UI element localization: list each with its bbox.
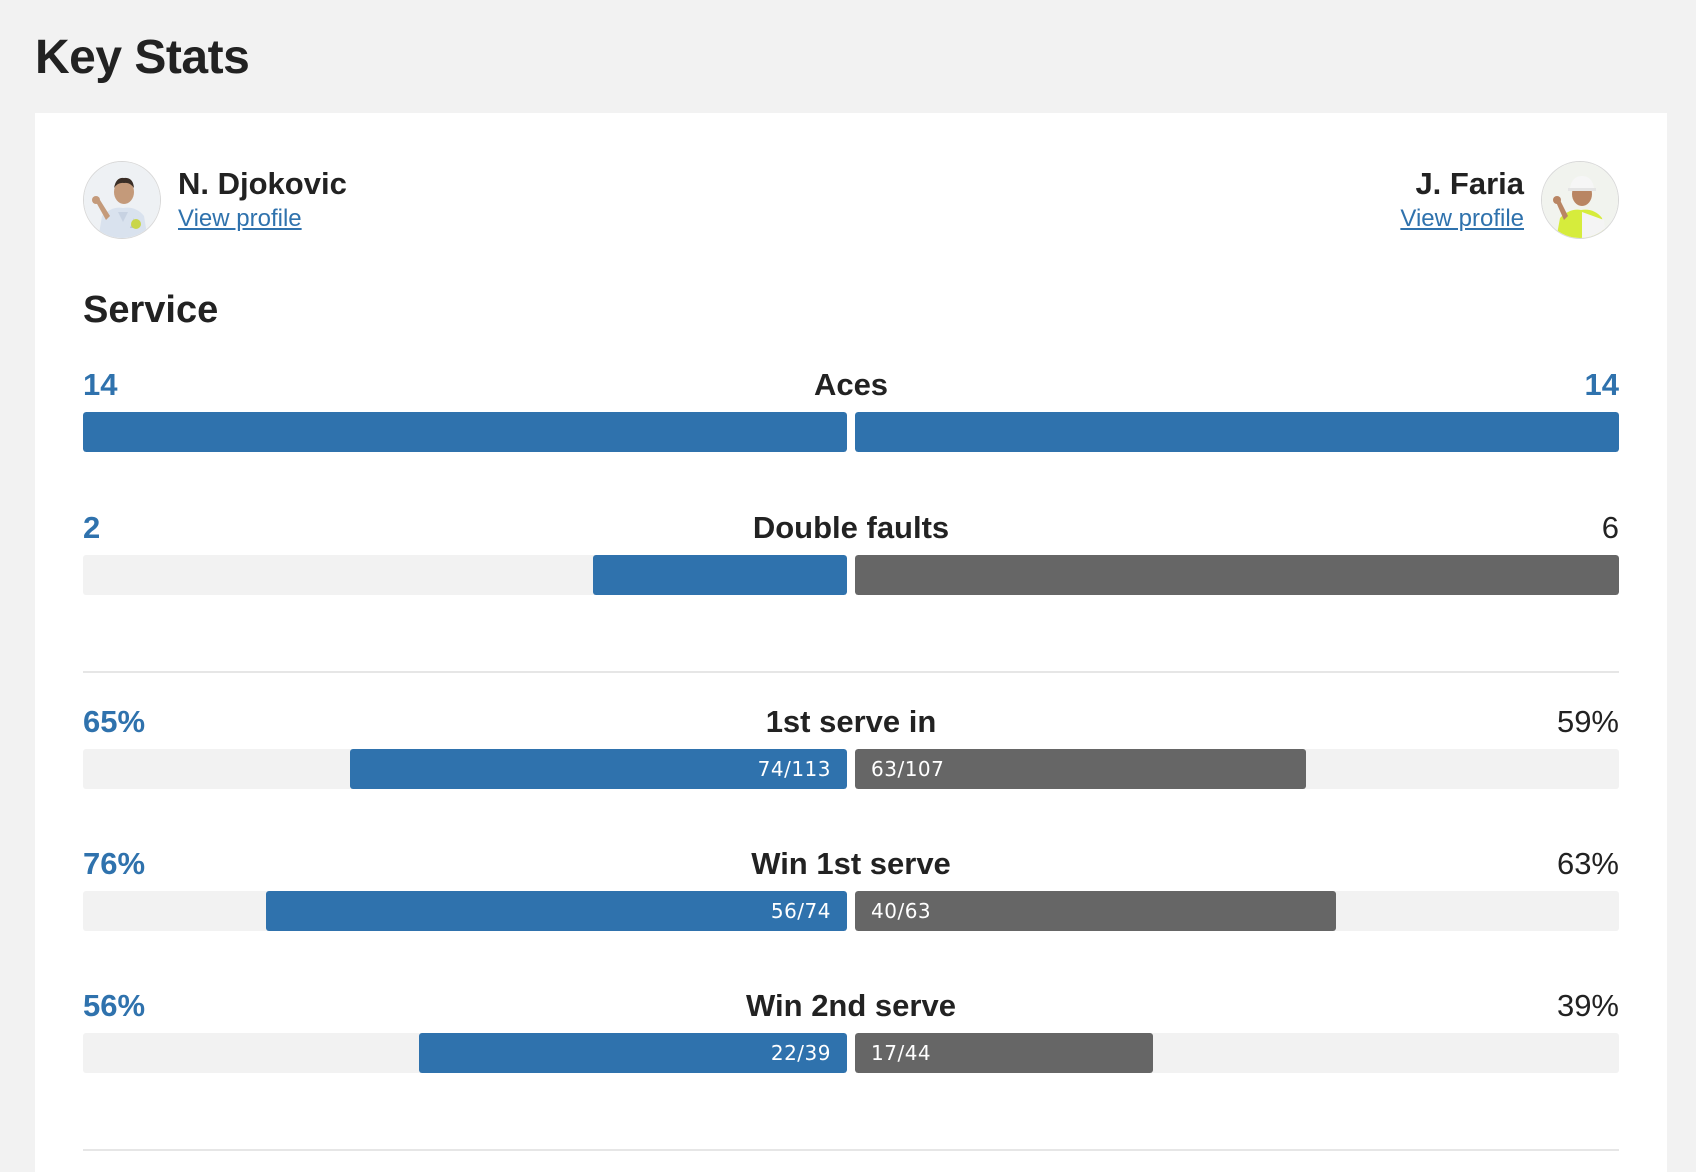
stat-left-track: 22/39 — [83, 1033, 847, 1073]
stat-right-track: 17/44 — [855, 1033, 1619, 1073]
player-left-name: N. Djokovic — [178, 166, 347, 201]
stat-left-detail: 74/113 — [757, 757, 831, 781]
stat-row-1st-serve-in: 65% 1st serve in 59% 74/113 63/107 — [83, 702, 1619, 792]
player-right: J. Faria View profile — [1400, 161, 1619, 239]
player-right-avatar[interactable] — [1541, 161, 1619, 239]
stat-row-win-1st-serve: 76% Win 1st serve 63% 56/74 40/63 — [83, 844, 1619, 934]
player-left-view-profile-link[interactable]: View profile — [178, 205, 302, 232]
section-title-service: Service — [83, 289, 219, 331]
stat-right-bar: 63/107 — [855, 749, 1306, 789]
section-divider — [83, 671, 1619, 673]
stat-label: Double faults — [752, 510, 950, 545]
player-left-avatar[interactable] — [83, 161, 161, 239]
stat-row-win-2nd-serve: 56% Win 2nd serve 39% 22/39 17/44 — [83, 986, 1619, 1076]
page-title: Key Stats — [35, 31, 250, 84]
stat-right-track: 63/107 — [855, 749, 1619, 789]
stat-left-value: 56% — [83, 988, 146, 1023]
stat-right-bar: 17/44 — [855, 1033, 1153, 1073]
stat-right-track — [855, 555, 1619, 595]
stat-right-value: 14 — [1584, 367, 1619, 402]
stat-right-track: 40/63 — [855, 891, 1619, 931]
stat-left-track: 56/74 — [83, 891, 847, 931]
stat-row-aces: 14 Aces 14 — [83, 365, 1619, 455]
stat-left-track — [83, 555, 847, 595]
stat-label: Aces — [813, 367, 889, 402]
stat-left-bar — [83, 412, 847, 452]
player-left: N. Djokovic View profile — [83, 161, 347, 239]
stat-right-value: 59% — [1556, 704, 1619, 739]
stat-right-detail: 63/107 — [871, 757, 945, 781]
stat-left-bar: 74/113 — [350, 749, 847, 789]
stat-left-track: 74/113 — [83, 749, 847, 789]
stat-right-bar — [855, 412, 1619, 452]
stat-left-value: 65% — [83, 704, 146, 739]
stat-left-bar: 22/39 — [419, 1033, 847, 1073]
section-divider — [83, 1149, 1619, 1151]
stat-label: 1st serve in — [765, 704, 937, 739]
stat-left-bar: 56/74 — [266, 891, 847, 931]
stat-label: Win 1st serve — [751, 846, 951, 881]
stat-left-value: 76% — [83, 846, 146, 881]
player-right-name: J. Faria — [1415, 166, 1524, 201]
stat-right-value: 6 — [1601, 510, 1619, 545]
stat-right-bar — [855, 555, 1619, 595]
player-right-view-profile-link[interactable]: View profile — [1400, 205, 1524, 232]
stat-left-detail: 22/39 — [770, 1041, 831, 1065]
stat-left-bar — [592, 555, 847, 595]
stat-right-detail: 17/44 — [871, 1041, 932, 1065]
stat-right-value: 39% — [1556, 988, 1619, 1023]
key-stats-card: N. Djokovic View profile J. Faria View p… — [35, 113, 1667, 1172]
stat-left-track — [83, 412, 847, 452]
stat-label: Win 2nd serve — [746, 988, 956, 1023]
stat-left-value: 2 — [83, 510, 101, 545]
stat-row-double-faults: 2 Double faults 6 — [83, 508, 1619, 598]
stat-right-detail: 40/63 — [871, 899, 932, 923]
stat-right-value: 63% — [1556, 846, 1619, 881]
stat-left-detail: 56/74 — [770, 899, 831, 923]
stat-left-value: 14 — [83, 367, 118, 402]
stat-right-bar: 40/63 — [855, 891, 1337, 931]
stat-right-track — [855, 412, 1619, 452]
